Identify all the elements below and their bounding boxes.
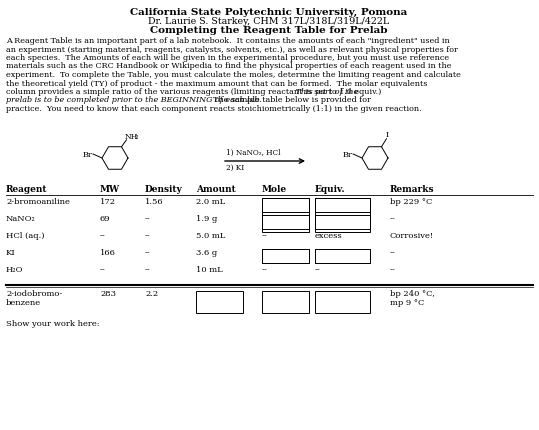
Bar bbox=[262, 215, 309, 229]
Text: column provides a simple ratio of the various reagents (limiting reactant is set: column provides a simple ratio of the va… bbox=[6, 88, 382, 96]
Text: 10 mL: 10 mL bbox=[196, 266, 223, 274]
Text: KI: KI bbox=[6, 249, 16, 257]
Bar bbox=[315, 249, 370, 263]
Text: MW: MW bbox=[100, 185, 120, 194]
Text: prelab is to be completed prior to the BEGINNING of each lab.: prelab is to be completed prior to the B… bbox=[6, 96, 262, 104]
Text: Density: Density bbox=[145, 185, 183, 194]
Text: --: -- bbox=[262, 232, 268, 240]
Text: Amount: Amount bbox=[196, 185, 236, 194]
Bar bbox=[262, 249, 309, 263]
Text: 2-iodobromo-
benzene: 2-iodobromo- benzene bbox=[6, 290, 62, 307]
Text: Remarks: Remarks bbox=[390, 185, 434, 194]
Text: --: -- bbox=[145, 266, 151, 274]
Text: 2.2: 2.2 bbox=[145, 290, 158, 298]
Text: 2-bromoaniline: 2-bromoaniline bbox=[6, 198, 70, 206]
Bar bbox=[315, 215, 370, 229]
Text: an experiment (starting material, reagents, catalysts, solvents, etc.), as well : an experiment (starting material, reagen… bbox=[6, 46, 458, 53]
Text: Mole: Mole bbox=[262, 185, 287, 194]
Text: HCl (aq.): HCl (aq.) bbox=[6, 232, 45, 240]
Text: Reagent: Reagent bbox=[6, 185, 47, 194]
Text: excess: excess bbox=[315, 232, 343, 240]
Text: bp 229 °C: bp 229 °C bbox=[390, 198, 432, 206]
Text: the theoretical yield (TY) of product - the maximum amount that can be formed.  : the theoretical yield (TY) of product - … bbox=[6, 80, 427, 87]
Text: 5.0 mL: 5.0 mL bbox=[196, 232, 225, 240]
Text: --: -- bbox=[315, 266, 321, 274]
Text: --: -- bbox=[145, 215, 151, 223]
Text: 69: 69 bbox=[100, 215, 110, 223]
Text: --: -- bbox=[390, 249, 396, 257]
Text: bp 240 °C,
mp 9 °C: bp 240 °C, mp 9 °C bbox=[390, 290, 435, 307]
Text: Br: Br bbox=[343, 151, 353, 159]
Text: Show your work here:: Show your work here: bbox=[6, 320, 100, 328]
Text: practice.  You need to know that each component reacts stoichiometrically (1:1) : practice. You need to know that each com… bbox=[6, 105, 421, 113]
Text: each species.  The Amounts of each will be given in the experimental procedure, : each species. The Amounts of each will b… bbox=[6, 54, 449, 62]
Text: experiment.  To complete the Table, you must calculate the moles, determine the : experiment. To complete the Table, you m… bbox=[6, 71, 461, 79]
Text: 3.6 g: 3.6 g bbox=[196, 249, 217, 257]
Bar bbox=[315, 291, 370, 313]
Text: The sample table below is provided for: The sample table below is provided for bbox=[208, 96, 371, 104]
Text: 1) NaNO₂, HCl: 1) NaNO₂, HCl bbox=[226, 149, 280, 157]
Text: materials such as the CRC Handbook or Wikipedia to find the physical properties : materials such as the CRC Handbook or Wi… bbox=[6, 62, 452, 71]
Text: Br: Br bbox=[83, 151, 93, 159]
Text: 166: 166 bbox=[100, 249, 116, 257]
Bar bbox=[262, 249, 309, 263]
Bar bbox=[262, 198, 309, 212]
Text: --: -- bbox=[262, 266, 268, 274]
Text: NH: NH bbox=[125, 133, 138, 141]
Text: H₂O: H₂O bbox=[6, 266, 24, 274]
Text: --: -- bbox=[390, 215, 396, 223]
Text: --: -- bbox=[145, 232, 151, 240]
Text: 172: 172 bbox=[100, 198, 116, 206]
Text: --: -- bbox=[145, 249, 151, 257]
Text: A Reagent Table is an important part of a lab notebook.  It contains the amounts: A Reagent Table is an important part of … bbox=[6, 37, 450, 45]
Bar bbox=[262, 198, 309, 232]
Text: NaNO₂: NaNO₂ bbox=[6, 215, 36, 223]
Text: Corrosive!: Corrosive! bbox=[390, 232, 434, 240]
Bar bbox=[315, 198, 370, 232]
Bar bbox=[315, 249, 370, 263]
Text: 2: 2 bbox=[135, 135, 138, 140]
Text: This part of the: This part of the bbox=[289, 88, 358, 96]
Text: Equiv.: Equiv. bbox=[315, 185, 345, 194]
Text: I: I bbox=[385, 131, 389, 139]
Bar bbox=[315, 198, 370, 212]
Text: 2.0 mL: 2.0 mL bbox=[196, 198, 225, 206]
Text: Dr. Laurie S. Starkey, CHM 317L/318L/319L/422L: Dr. Laurie S. Starkey, CHM 317L/318L/319… bbox=[148, 17, 390, 26]
Text: 2) KI: 2) KI bbox=[226, 164, 244, 172]
Bar bbox=[196, 291, 243, 313]
Text: 283: 283 bbox=[100, 290, 116, 298]
Text: --: -- bbox=[100, 232, 106, 240]
Text: --: -- bbox=[390, 266, 396, 274]
Text: 1.56: 1.56 bbox=[145, 198, 164, 206]
Text: --: -- bbox=[100, 266, 106, 274]
Bar bbox=[262, 291, 309, 313]
Text: California State Polytechnic University, Pomona: California State Polytechnic University,… bbox=[130, 8, 407, 17]
Text: Completing the Reagent Table for Prelab: Completing the Reagent Table for Prelab bbox=[150, 26, 388, 35]
Text: 1.9 g: 1.9 g bbox=[196, 215, 217, 223]
